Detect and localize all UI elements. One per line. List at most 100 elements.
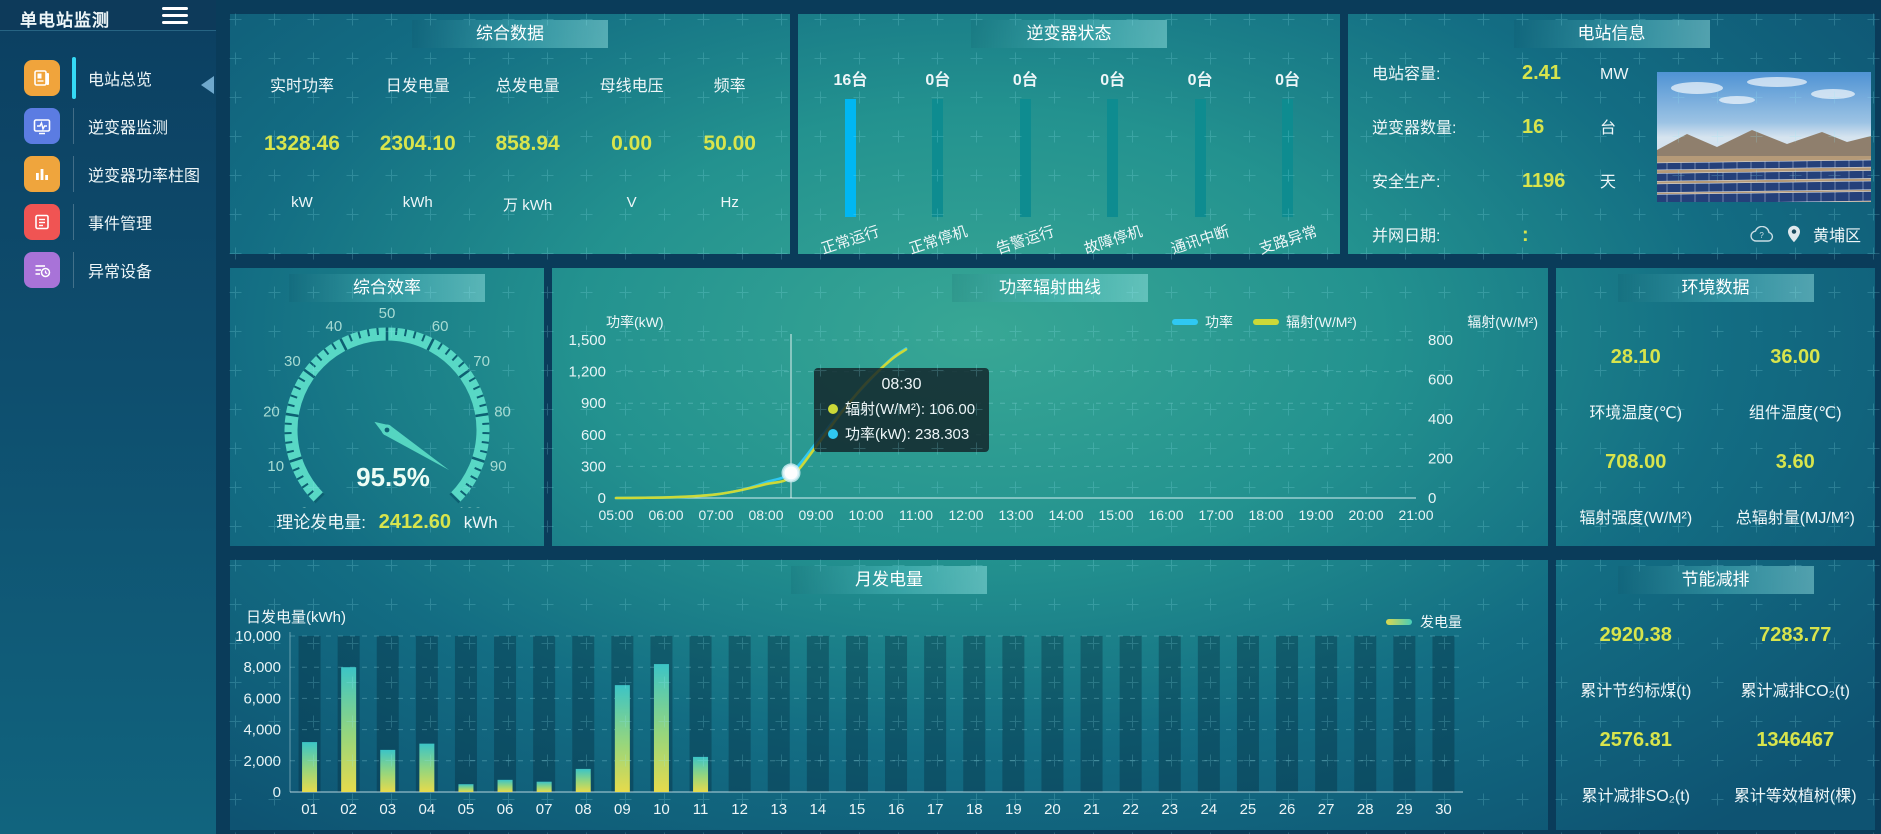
environment-metrics: 28.10 环境温度(℃) 36.00 组件温度(℃) 708.00 辐射强度(… [1556,318,1875,528]
summary-metrics: 实时功率 1328.46 kW 日发电量 2304.10 kWh 总发电量 85… [230,54,790,215]
sidebar-header: 单电站监测 [0,0,216,31]
metric-label: 累计减排SO₂(t) [1581,788,1690,805]
svg-text:70: 70 [473,353,490,370]
metric-label: 累计节约标煤(t) [1580,683,1692,700]
station-info-rows: 电站容量: 2.41 MW 逆变器数量: 16 台 安全生产: 1196 天 并… [1372,60,1672,276]
metric-label: 日发电量 [385,78,450,95]
bar-chart: 0 2,000 4,000 6,000 8,000 10,000 01 02 03 04 05 06 0… [235,628,1463,818]
svg-text:21: 21 [1083,801,1100,818]
panel-power-radiation-curve: 功率辐射曲线 功率(kW) 辐射(W/M²) 功率 辐射(W/M²) 0 300 6… [552,268,1548,546]
svg-text:2,000: 2,000 [243,753,281,770]
env-total-radiation: 3.60 总辐射量(MJ/M²) [1716,423,1876,528]
svg-text:19:00: 19:00 [1298,507,1333,523]
svg-text:16:00: 16:00 [1148,507,1183,523]
sidebar-collapse-arrow-icon[interactable] [201,76,214,94]
metric-unit: Hz [720,194,739,211]
inverter-state-label: 支路异常 [1256,223,1319,258]
sidebar-item-label: 事件管理 [88,216,153,233]
sidebar-item-abnormal-devices[interactable]: 异常设备 [0,246,216,294]
metric-value: 50.00 [703,132,756,155]
svg-text:50: 50 [379,305,396,322]
panel-summary-data: 综合数据 实时功率 1328.46 kW 日发电量 2304.10 kWh 总发… [230,14,790,254]
nav-active-indicator [72,57,76,99]
inverter-count: 16台 [833,72,868,89]
svg-text:13:00: 13:00 [998,507,1033,523]
inverter-state-comm-lost: 0台 通讯中断 [1165,66,1235,258]
svg-text:28: 28 [1357,801,1374,818]
metric-label: 辐射强度(W/M²) [1579,510,1693,527]
svg-text:30: 30 [284,353,301,370]
inverter-count: 0台 [925,72,951,89]
weather-cloud-icon: ? [1750,225,1774,242]
theoretical-generation: 理论发电量: 2412.60 kWh [230,508,544,534]
svg-text:4,000: 4,000 [243,722,281,739]
svg-text:02: 02 [340,801,357,818]
nav-divider [73,204,74,240]
sidebar: 单电站监测 电站总览 逆变器监测 [0,0,216,834]
svg-text:15: 15 [849,801,866,818]
svg-text:6,000: 6,000 [243,690,281,707]
svg-text:800: 800 [1428,332,1453,349]
svg-text:05: 05 [458,801,475,818]
svg-text:600: 600 [581,427,606,444]
line-chart: 0 300 600 900 1,200 1,500 0 200 400 600 800 05:00 06… [568,332,1453,523]
sidebar-item-inverter-power-bars[interactable]: 逆变器功率柱图 [0,150,216,198]
sidebar-item-station-overview[interactable]: 电站总览 [0,54,216,102]
inverter-count: 0台 [1275,72,1300,89]
sidebar-item-inverter-monitor[interactable]: 逆变器监测 [0,102,216,150]
svg-text:14:00: 14:00 [1048,507,1083,523]
svg-text:14: 14 [810,801,827,818]
district-label: 黄埔区 [1812,228,1861,245]
sidebar-item-event-management[interactable]: 事件管理 [0,198,216,246]
svg-text:300: 300 [581,458,606,475]
saving-co2: 7283.77 累计减排CO₂(t) [1716,596,1876,701]
station-overview-icon [24,60,60,96]
status-bar [844,99,856,217]
svg-text:07:00: 07:00 [698,507,733,523]
sidebar-item-label: 电站总览 [88,72,153,89]
inverter-count: 0台 [1100,72,1126,89]
metric-value: 28.10 [1610,346,1661,368]
svg-text:10: 10 [653,801,670,818]
row-value: 2.41 [1522,62,1561,84]
svg-text:15:00: 15:00 [1098,507,1133,523]
svg-text:24: 24 [1201,801,1218,818]
safe-production-row: 安全生产: 1196 天 [1372,168,1672,222]
metric-total-generation: 总发电量 858.94 万 kWh [496,54,560,215]
svg-text:0: 0 [1428,490,1436,507]
env-module-temp: 36.00 组件温度(℃) [1716,318,1876,423]
metric-value: 708.00 [1605,451,1667,473]
status-bar [932,99,944,217]
svg-text:30: 30 [1435,801,1452,818]
panel-monthly-generation: 月发电量 日发电量(kWh) 发电量 0 2,000 4,000 6,000 8,000… [230,560,1548,830]
inverter-count: 0台 [1187,72,1213,89]
svg-text:0: 0 [598,490,606,507]
metric-value: 1328.46 [264,132,340,155]
panel-title: 电站信息 [1513,20,1710,48]
svg-text:8,000: 8,000 [243,659,281,676]
status-bar [1282,99,1294,217]
panel-energy-savings: 节能减排 2920.38 累计节约标煤(t) 7283.77 累计减排CO₂(t… [1556,560,1875,830]
svg-text:95.5%: 95.5% [356,462,430,492]
location-pin-icon[interactable] [1787,225,1801,243]
svg-text:10,000: 10,000 [235,628,281,645]
svg-text:23: 23 [1161,801,1178,818]
svg-text:25: 25 [1240,801,1257,818]
metric-unit: kW [291,194,313,211]
svg-text:18:00: 18:00 [1248,507,1283,523]
inverter-power-bars-icon [24,156,60,192]
svg-text:20:00: 20:00 [1348,507,1383,523]
panel-inverter-status: 逆变器状态 16台 正常运行 0台 正常停机 0台 告警运行 0台 故障停机 [798,14,1340,258]
svg-text:06: 06 [497,801,514,818]
inverter-state-label: 故障停机 [1081,223,1145,258]
station-capacity-row: 电站容量: 2.41 MW [1372,60,1672,114]
inverter-state-branch-abnormal: 0台 支路异常 [1253,66,1323,258]
hamburger-menu-icon[interactable] [162,7,188,24]
svg-text:16: 16 [888,801,905,818]
metric-label: 实时功率 [269,78,334,95]
svg-text:600: 600 [1428,372,1453,389]
sidebar-item-label: 逆变器监测 [88,120,169,137]
svg-text:900: 900 [581,395,606,412]
svg-text:05:00: 05:00 [598,507,633,523]
